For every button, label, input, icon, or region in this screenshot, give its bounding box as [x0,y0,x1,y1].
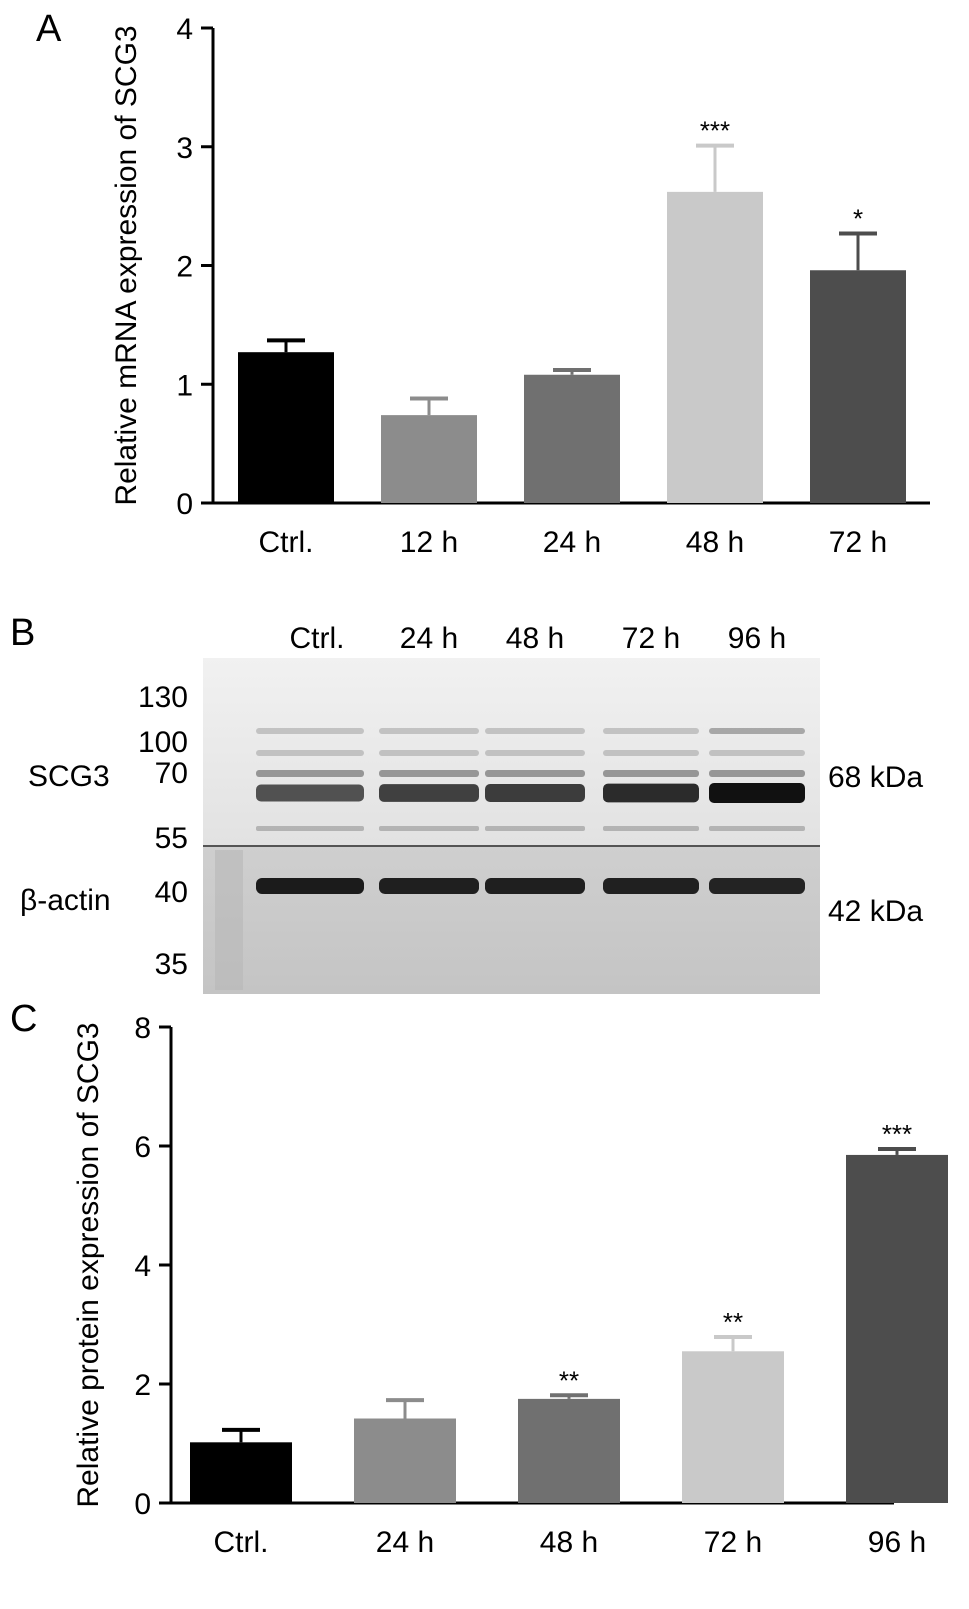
blot-band-faint [485,770,585,777]
bar [667,191,763,503]
blot-protein-label: SCG3 [28,760,110,793]
y-tick-label: 2 [134,1369,151,1402]
y-tick-label: 8 [134,1012,151,1045]
x-tick-label: 48 h [686,526,744,559]
x-tick-label: 48 h [540,1526,598,1559]
blot-lane-label: 72 h [622,622,680,655]
y-tick-label: 4 [176,13,193,46]
blot-lane-label: 96 h [728,622,786,655]
blot-band-faint [485,826,585,831]
bar [524,374,620,503]
blot-marker-label: 100 [138,726,188,759]
significance-marker: ** [723,1307,743,1337]
blot-membrane-scg3 [203,658,820,846]
blot-marker-label: 40 [155,876,188,909]
blot-marker-label: 130 [138,681,188,714]
blot-band-faint [256,728,364,734]
significance-marker: *** [700,116,730,146]
blot-band-faint [709,770,805,777]
bar [810,270,906,503]
x-tick-label: 96 h [868,1526,926,1559]
blot-marker-label: 35 [155,948,188,981]
bar [381,415,477,503]
y-tick-label: 0 [134,1488,151,1521]
blot-protein-label: β-actin [20,884,111,917]
blot-band-faint [379,728,479,734]
y-axis-label: Relative protein expression of SCG3 [72,1022,105,1507]
x-tick-label: Ctrl. [259,526,314,559]
x-tick-label: 12 h [400,526,458,559]
blot-band-actin [379,878,479,894]
blot-band-scg3 [709,783,805,803]
bar [518,1398,620,1503]
bar [682,1351,784,1503]
bar [354,1418,456,1503]
blot-membrane-actin [203,846,820,994]
blot-size-label: 42 kDa [828,895,923,928]
blot-band-faint [709,750,805,756]
blot-band-faint [603,750,699,756]
blot-ladder-lane [215,850,243,990]
blot-size-label: 68 kDa [828,761,923,794]
blot-band-faint [256,770,364,777]
blot-band-faint [256,750,364,756]
chart-a: 0 1 2 3 4 Relative mRNA expression of SCG3 Ctr… [110,13,930,559]
x-tick-label: Ctrl. [214,1526,269,1559]
blot-band-faint [603,728,699,734]
x-tick-label: 72 h [704,1526,762,1559]
y-tick-label: 0 [176,488,193,521]
panel-letter-b: B [10,612,36,654]
blot-band-scg3 [379,784,479,802]
y-tick-label: 6 [134,1131,151,1164]
blot-band-faint [709,728,805,734]
bar [846,1154,948,1503]
bar [238,352,334,503]
blot-band-faint [256,826,364,831]
blot-band-actin [603,878,699,894]
blot-band-faint [485,750,585,756]
significance-marker: ** [559,1365,579,1395]
blot-band-actin [709,878,805,894]
blot-band-faint [603,770,699,777]
y-tick-label: 1 [176,369,193,402]
blot-lane-label: 48 h [506,622,564,655]
blot-band-actin [485,878,585,894]
x-tick-label: 72 h [829,526,887,559]
panel-letter-a: A [36,8,62,50]
blot-band-faint [379,826,479,831]
blot-band-actin [256,878,364,894]
blot-lane-label: Ctrl. [290,622,345,655]
significance-marker: *** [882,1119,912,1149]
blot-lane-label: 24 h [400,622,458,655]
blot-band-faint [485,728,585,734]
blot-band-scg3 [485,784,585,802]
blot-band-scg3 [256,784,364,802]
significance-marker: * [853,203,863,233]
y-axis-label: Relative mRNA expression of SCG3 [110,25,143,505]
chart-c: 0 2 4 6 8 Relative protein expression of SCG3… [72,1012,948,1559]
x-tick-label: 24 h [376,1526,434,1559]
y-tick-label: 2 [176,251,193,284]
blot-marker-label: 55 [155,822,188,855]
blot-marker-label: 70 [155,757,188,790]
blot-band-faint [709,826,805,831]
blot-band-faint [379,770,479,777]
y-tick-label: 3 [176,132,193,165]
x-tick-label: 24 h [543,526,601,559]
bar [190,1442,292,1503]
blot-band-faint [603,826,699,831]
panel-letter-c: C [10,998,38,1040]
blot-band-scg3 [603,783,699,803]
blot-band-faint [379,750,479,756]
y-tick-label: 4 [134,1250,151,1283]
